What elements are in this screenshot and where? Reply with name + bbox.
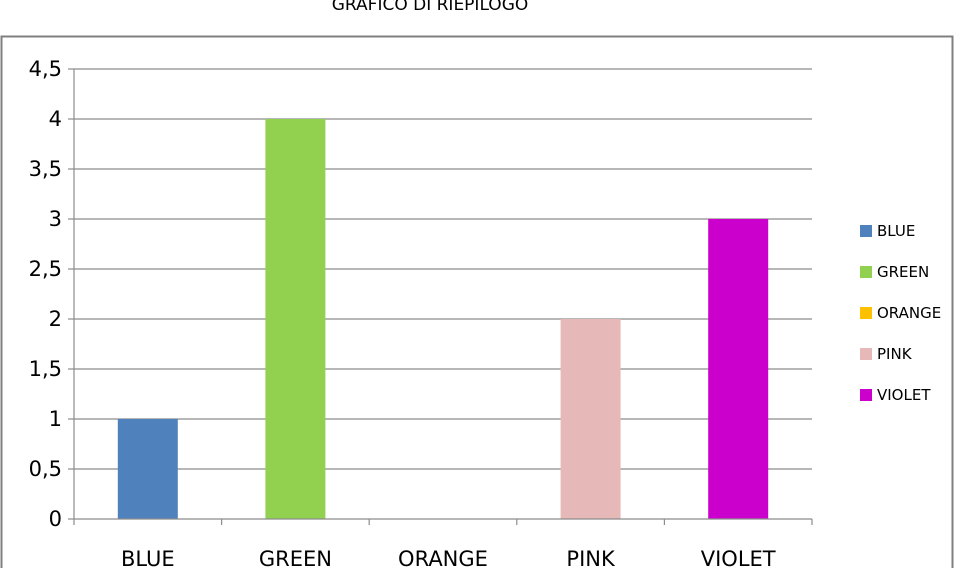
y-tick-label: 1 xyxy=(49,407,62,431)
legend-swatch-orange xyxy=(860,307,872,319)
chart-title: GRAFICO DI RIEPILOGO xyxy=(332,0,529,15)
legend-swatch-pink xyxy=(860,348,872,360)
x-tick-label-green: GREEN xyxy=(259,547,332,568)
gridlines xyxy=(74,68,812,470)
legend-swatch-violet xyxy=(860,389,872,401)
bar-violet xyxy=(708,219,769,519)
x-tick-labels: BLUE GREEN ORANGE PINK VIOLET xyxy=(121,547,776,568)
axes xyxy=(68,68,813,525)
bar-green xyxy=(265,119,326,519)
legend-swatch-green xyxy=(860,266,872,278)
bar-blue xyxy=(117,419,178,519)
legend-label-pink: PINK xyxy=(877,345,913,363)
legend-label-green: GREEN xyxy=(877,263,929,281)
y-tick-label: 3,5 xyxy=(29,157,62,181)
y-tick-label: 4 xyxy=(49,107,62,131)
x-tick-label-orange: ORANGE xyxy=(398,547,488,568)
y-tick-label: 2 xyxy=(49,307,62,331)
y-tick-label: 1,5 xyxy=(29,357,62,381)
y-tick-label: 3 xyxy=(49,207,62,231)
legend-label-violet: VIOLET xyxy=(877,386,931,404)
y-tick-label: 0 xyxy=(49,507,62,531)
legend-swatch-blue xyxy=(860,225,872,237)
y-tick-label: 0,5 xyxy=(29,457,62,481)
y-tick-labels: 0 0,5 1 1,5 2 2,5 3 3,5 4 4,5 xyxy=(29,57,62,531)
x-tick-label-violet: VIOLET xyxy=(701,547,776,568)
x-tick-label-pink: PINK xyxy=(566,547,616,568)
bars xyxy=(117,119,769,519)
y-tick-label: 4,5 xyxy=(29,57,62,81)
bar-pink xyxy=(560,319,621,519)
legend: BLUE GREEN ORANGE PINK VIOLET xyxy=(860,222,941,404)
y-tick-label: 2,5 xyxy=(29,257,62,281)
legend-label-orange: ORANGE xyxy=(877,304,941,322)
x-tick-label-blue: BLUE xyxy=(121,547,175,568)
legend-label-blue: BLUE xyxy=(877,222,915,240)
